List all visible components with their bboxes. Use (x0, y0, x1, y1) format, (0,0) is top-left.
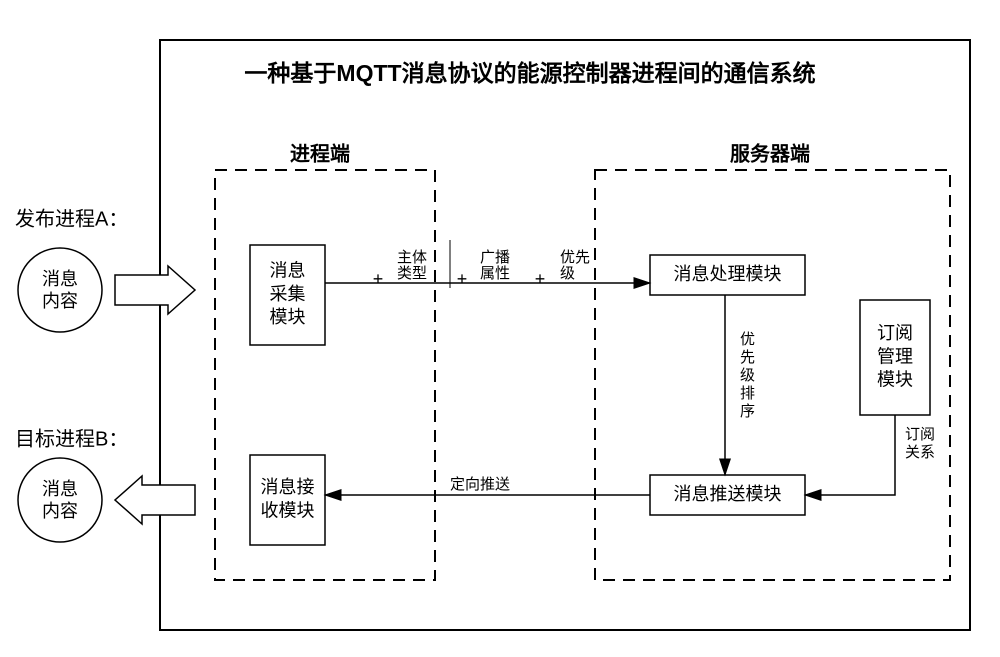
svg-text:内容: 内容 (42, 501, 78, 521)
hollow-arrow-b (115, 476, 195, 524)
plus-sign-1: + (457, 269, 468, 289)
priority-sort-label-4: 序 (740, 403, 755, 420)
priority-sort-label-0: 优 (740, 331, 755, 348)
svg-text:广播: 广播 (480, 249, 510, 266)
priority-sort-label-2: 级 (740, 367, 755, 384)
message-collect-module: 消息采集模块 (250, 245, 325, 345)
plus-sign-2: + (535, 269, 546, 289)
svg-text:消息推送模块: 消息推送模块 (674, 484, 782, 504)
svg-text:主体: 主体 (397, 249, 427, 266)
svg-text:采集: 采集 (270, 284, 306, 304)
svg-text:优先: 优先 (560, 249, 590, 266)
edge-label-2: 优先级 (560, 249, 590, 282)
priority-sort-label-1: 先 (740, 349, 755, 366)
svg-text:消息处理模块: 消息处理模块 (674, 264, 782, 284)
svg-text:消息: 消息 (42, 269, 78, 289)
message-content-b: 消息内容 (18, 458, 102, 542)
plus-sign-0: + (373, 269, 384, 289)
target-process-b-label: 目标进程B： (15, 427, 128, 450)
message-process-module: 消息处理模块 (650, 255, 805, 295)
svg-text:模块: 模块 (877, 370, 913, 390)
svg-text:消息接: 消息接 (261, 477, 315, 497)
svg-text:级: 级 (560, 265, 575, 282)
message-receive-module: 消息接收模块 (250, 455, 325, 545)
svg-text:内容: 内容 (42, 291, 78, 311)
hollow-arrow-a (115, 266, 195, 314)
subscribe-manage-module: 订阅管理模块 (860, 300, 930, 415)
svg-text:模块: 模块 (270, 307, 306, 327)
svg-text:消息: 消息 (270, 260, 306, 280)
svg-text:属性: 属性 (480, 265, 510, 282)
subscribe-relation-label-0: 订阅 (905, 426, 935, 443)
publish-process-a-label: 发布进程A： (15, 207, 128, 230)
server-column-label: 服务器端 (730, 141, 810, 165)
subscribe-relation-label-1: 关系 (905, 444, 935, 461)
svg-text:收模块: 收模块 (261, 500, 315, 520)
message-content-a: 消息内容 (18, 248, 102, 332)
mqtt-diagram: 一种基于MQTT消息协议的能源控制器进程间的通信系统进程端 服务器端发布进程A： 目… (0, 0, 1000, 657)
message-push-module: 消息推送模块 (650, 475, 805, 515)
svg-text:订阅: 订阅 (877, 323, 913, 343)
arrow-subscribe-to-push (805, 415, 895, 495)
directed-push-label: 定向推送 (450, 476, 510, 493)
priority-sort-label-3: 排 (740, 385, 755, 402)
svg-text:类型: 类型 (397, 265, 427, 282)
edge-label-1: 广播属性 (480, 249, 510, 282)
diagram-title: 一种基于MQTT消息协议的能源控制器进程间的通信系统 (244, 60, 815, 86)
svg-text:管理: 管理 (877, 346, 913, 366)
process-column-label: 进程端 (290, 142, 350, 165)
edge-label-0: 主体类型 (397, 249, 427, 282)
svg-text:消息: 消息 (42, 479, 78, 499)
